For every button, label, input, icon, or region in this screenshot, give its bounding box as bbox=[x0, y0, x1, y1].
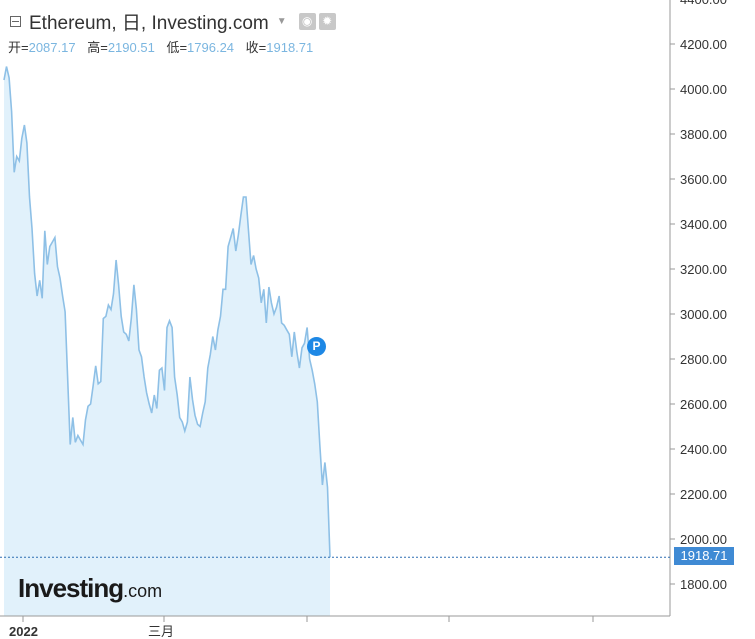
close-label: 收= bbox=[245, 40, 267, 55]
y-tick-label: 3800.00 bbox=[680, 127, 727, 142]
y-tick-label: 3000.00 bbox=[680, 307, 727, 322]
y-tick-label: 4400.00 bbox=[680, 0, 727, 7]
y-tick-label: 2600.00 bbox=[680, 397, 727, 412]
eye-icon[interactable]: ◉ bbox=[298, 13, 316, 30]
logo-suffix: .com bbox=[123, 581, 163, 601]
investing-logo: Investing.com bbox=[18, 573, 162, 604]
y-tick-label: 3600.00 bbox=[680, 172, 727, 187]
close-value: 1918.71 bbox=[266, 40, 314, 55]
y-tick-label: 3200.00 bbox=[680, 262, 727, 277]
open-value: 2087.17 bbox=[28, 40, 76, 55]
y-tick-label: 3400.00 bbox=[680, 217, 727, 232]
y-tick-label: 2000.00 bbox=[680, 532, 727, 547]
event-marker[interactable]: P bbox=[307, 337, 326, 356]
current-price-tag: 1918.71 bbox=[674, 547, 734, 565]
ohlc-readout: 开=2087.17 高=2190.51 低=1796.24 收=1918.71 bbox=[8, 37, 321, 56]
y-tick-label: 4200.00 bbox=[680, 37, 727, 52]
chevron-down-icon[interactable]: ▼ bbox=[276, 16, 287, 27]
y-tick-label: 4000.00 bbox=[680, 82, 727, 97]
y-tick-label: 1800.00 bbox=[680, 577, 727, 592]
high-label: 高= bbox=[87, 40, 108, 55]
low-value: 1796.24 bbox=[187, 40, 235, 55]
gear-icon[interactable]: ✹ bbox=[318, 13, 336, 30]
collapse-icon[interactable] bbox=[10, 16, 21, 27]
price-line bbox=[3, 66, 331, 558]
y-tick-label: 2400.00 bbox=[680, 442, 727, 457]
low-label: 低= bbox=[166, 40, 188, 55]
chart-header: Ethereum, 日, Investing.com ▼ ◉ ✹ bbox=[10, 8, 339, 35]
y-tick-label: 2800.00 bbox=[680, 352, 727, 367]
high-value: 2190.51 bbox=[107, 40, 155, 55]
logo-main: Investing bbox=[18, 573, 124, 603]
x-tick-label: 三月 bbox=[148, 624, 174, 639]
chart-title: Ethereum, 日, Investing.com bbox=[29, 13, 269, 34]
y-tick-label: 2200.00 bbox=[680, 487, 727, 502]
x-tick-label: 2022 bbox=[9, 624, 38, 639]
open-label: 开= bbox=[8, 40, 29, 55]
